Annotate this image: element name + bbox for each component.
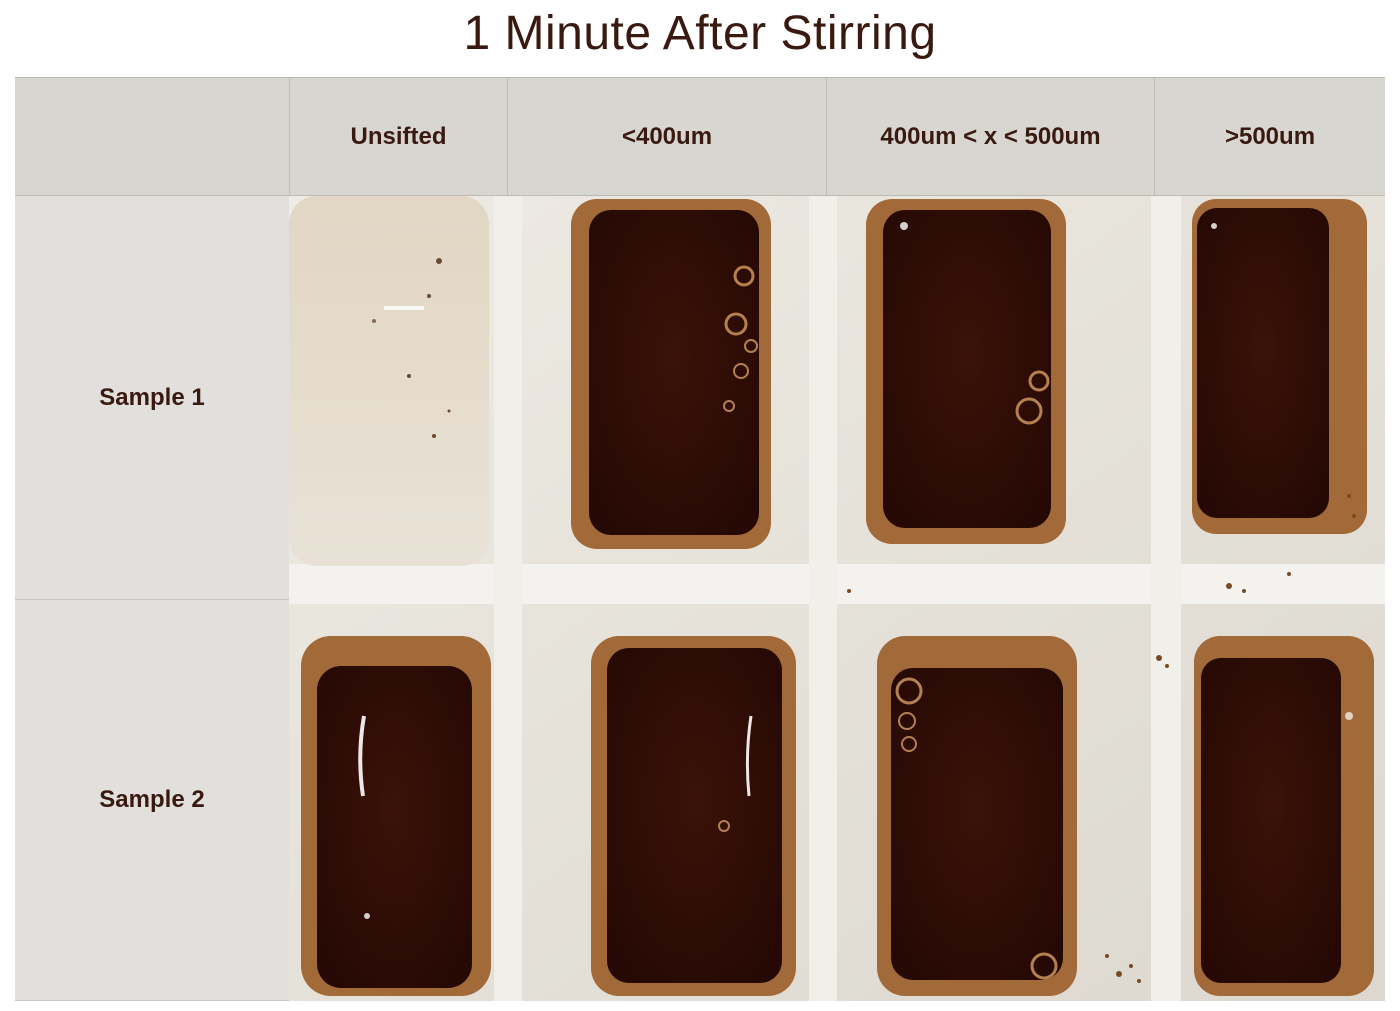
row-label-sample-2: Sample 2: [15, 600, 289, 1001]
coffee-grounds-specks: [847, 494, 1356, 983]
well-sample2-400-500um: [877, 636, 1077, 996]
well-sample1-over-500um: [1192, 199, 1367, 534]
tray-ridge: [809, 196, 837, 1001]
column-header-unsifted: Unsifted: [289, 78, 507, 195]
well-sample1-400-500um: [866, 199, 1066, 544]
tray-ridge: [1151, 196, 1181, 1001]
comparison-table: Unsifted <400um 400um < x < 500um >500um…: [15, 77, 1385, 1001]
well-sample1-under-400um: [571, 199, 771, 549]
well-sample2-over-500um: [1194, 636, 1374, 996]
well-sample2-under-400um: [591, 636, 796, 996]
row-label-sample-1: Sample 1: [15, 196, 289, 600]
well-sample2-unsifted: [301, 636, 491, 996]
ice-tray-photo: [289, 196, 1385, 1001]
column-header-under-400um: <400um: [507, 78, 826, 195]
column-header-over-500um: >500um: [1154, 78, 1385, 195]
column-header-400-500um: 400um < x < 500um: [826, 78, 1154, 195]
header-corner: [15, 78, 289, 195]
header-row: Unsifted <400um 400um < x < 500um >500um: [15, 77, 1385, 196]
tray-ridge: [494, 196, 522, 1001]
well-sample1-unsifted: [289, 196, 489, 566]
page-title: 1 Minute After Stirring: [463, 7, 937, 60]
